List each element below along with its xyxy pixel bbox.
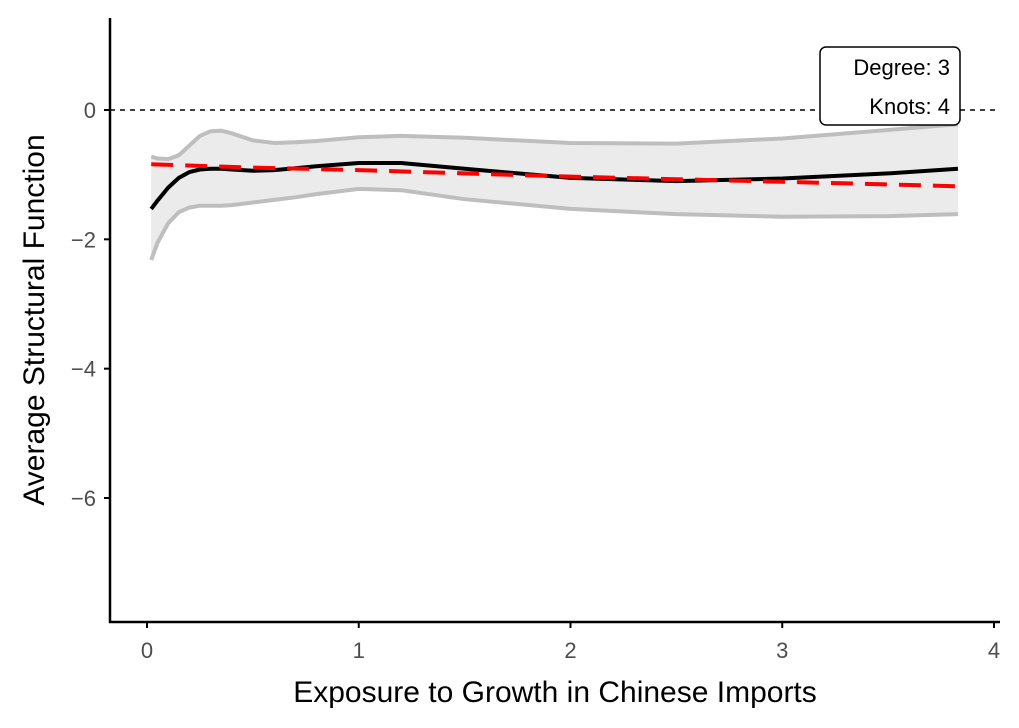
- confidence-band-lower-edge: [149, 186, 959, 261]
- dashed-red-series-line: [151, 162, 959, 189]
- annotation-degree: Degree: 3: [853, 55, 950, 80]
- x-tick-label: 0: [141, 638, 153, 663]
- y-axis-title: Average Structural Function: [18, 134, 51, 505]
- x-axis: 0 1 2 3 4: [109, 620, 1000, 663]
- x-tick-label: 3: [776, 638, 788, 663]
- x-tick-label: 2: [564, 638, 576, 663]
- y-ticks: 0 −2 −4 −6: [71, 98, 110, 511]
- series-group: [149, 161, 959, 211]
- confidence-band: [151, 124, 958, 260]
- x-tick-label: 4: [988, 638, 1000, 663]
- y-tick-label: −2: [71, 227, 96, 252]
- confidence-band-upper-edge: [150, 122, 959, 162]
- y-axis: 0 −2 −4 −6: [71, 18, 112, 623]
- annotation-box: Degree: 3 Knots: 4: [819, 46, 961, 126]
- y-tick-label: −6: [71, 486, 96, 511]
- plot-area: [110, 109, 1000, 261]
- x-axis-title: Exposure to Growth in Chinese Imports: [293, 676, 817, 709]
- annotation-border: [819, 46, 961, 126]
- y-tick-label: 0: [84, 98, 96, 123]
- y-tick-label: −4: [71, 357, 96, 382]
- annotation-knots: Knots: 4: [869, 94, 950, 119]
- x-tick-label: 1: [353, 638, 365, 663]
- x-ticks: 0 1 2 3 4: [141, 622, 1000, 663]
